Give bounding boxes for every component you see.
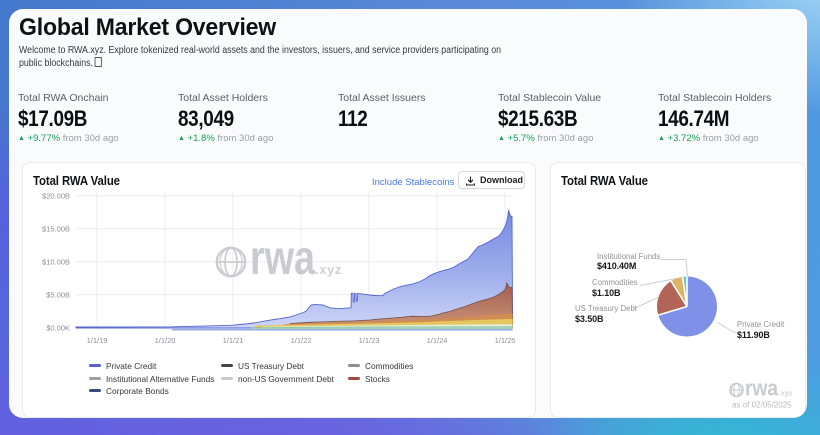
svg-text:rwa: rwa [250, 232, 315, 285]
svg-text:rwa: rwa [745, 376, 779, 401]
svg-text:1/1/25: 1/1/25 [495, 336, 516, 345]
svg-text:1/1/24: 1/1/24 [427, 336, 448, 345]
svg-text:$15.00B: $15.00B [42, 225, 70, 234]
svg-text:1/1/22: 1/1/22 [291, 336, 312, 345]
svg-text:1/1/23: 1/1/23 [359, 336, 380, 345]
svg-text:$5.00B: $5.00B [46, 291, 70, 300]
svg-text:1/1/20: 1/1/20 [155, 336, 176, 345]
svg-text:$10.00B: $10.00B [42, 258, 70, 267]
svg-text:as of 02/05/2025: as of 02/05/2025 [732, 401, 792, 410]
svg-text:.xyz: .xyz [779, 391, 793, 398]
svg-text:$0.00K: $0.00K [46, 324, 70, 333]
svg-text:1/1/19: 1/1/19 [87, 336, 108, 345]
svg-text:.xyz: .xyz [315, 262, 342, 277]
svg-text:1/1/21: 1/1/21 [223, 336, 244, 345]
svg-text:$20.00B: $20.00B [42, 192, 70, 201]
